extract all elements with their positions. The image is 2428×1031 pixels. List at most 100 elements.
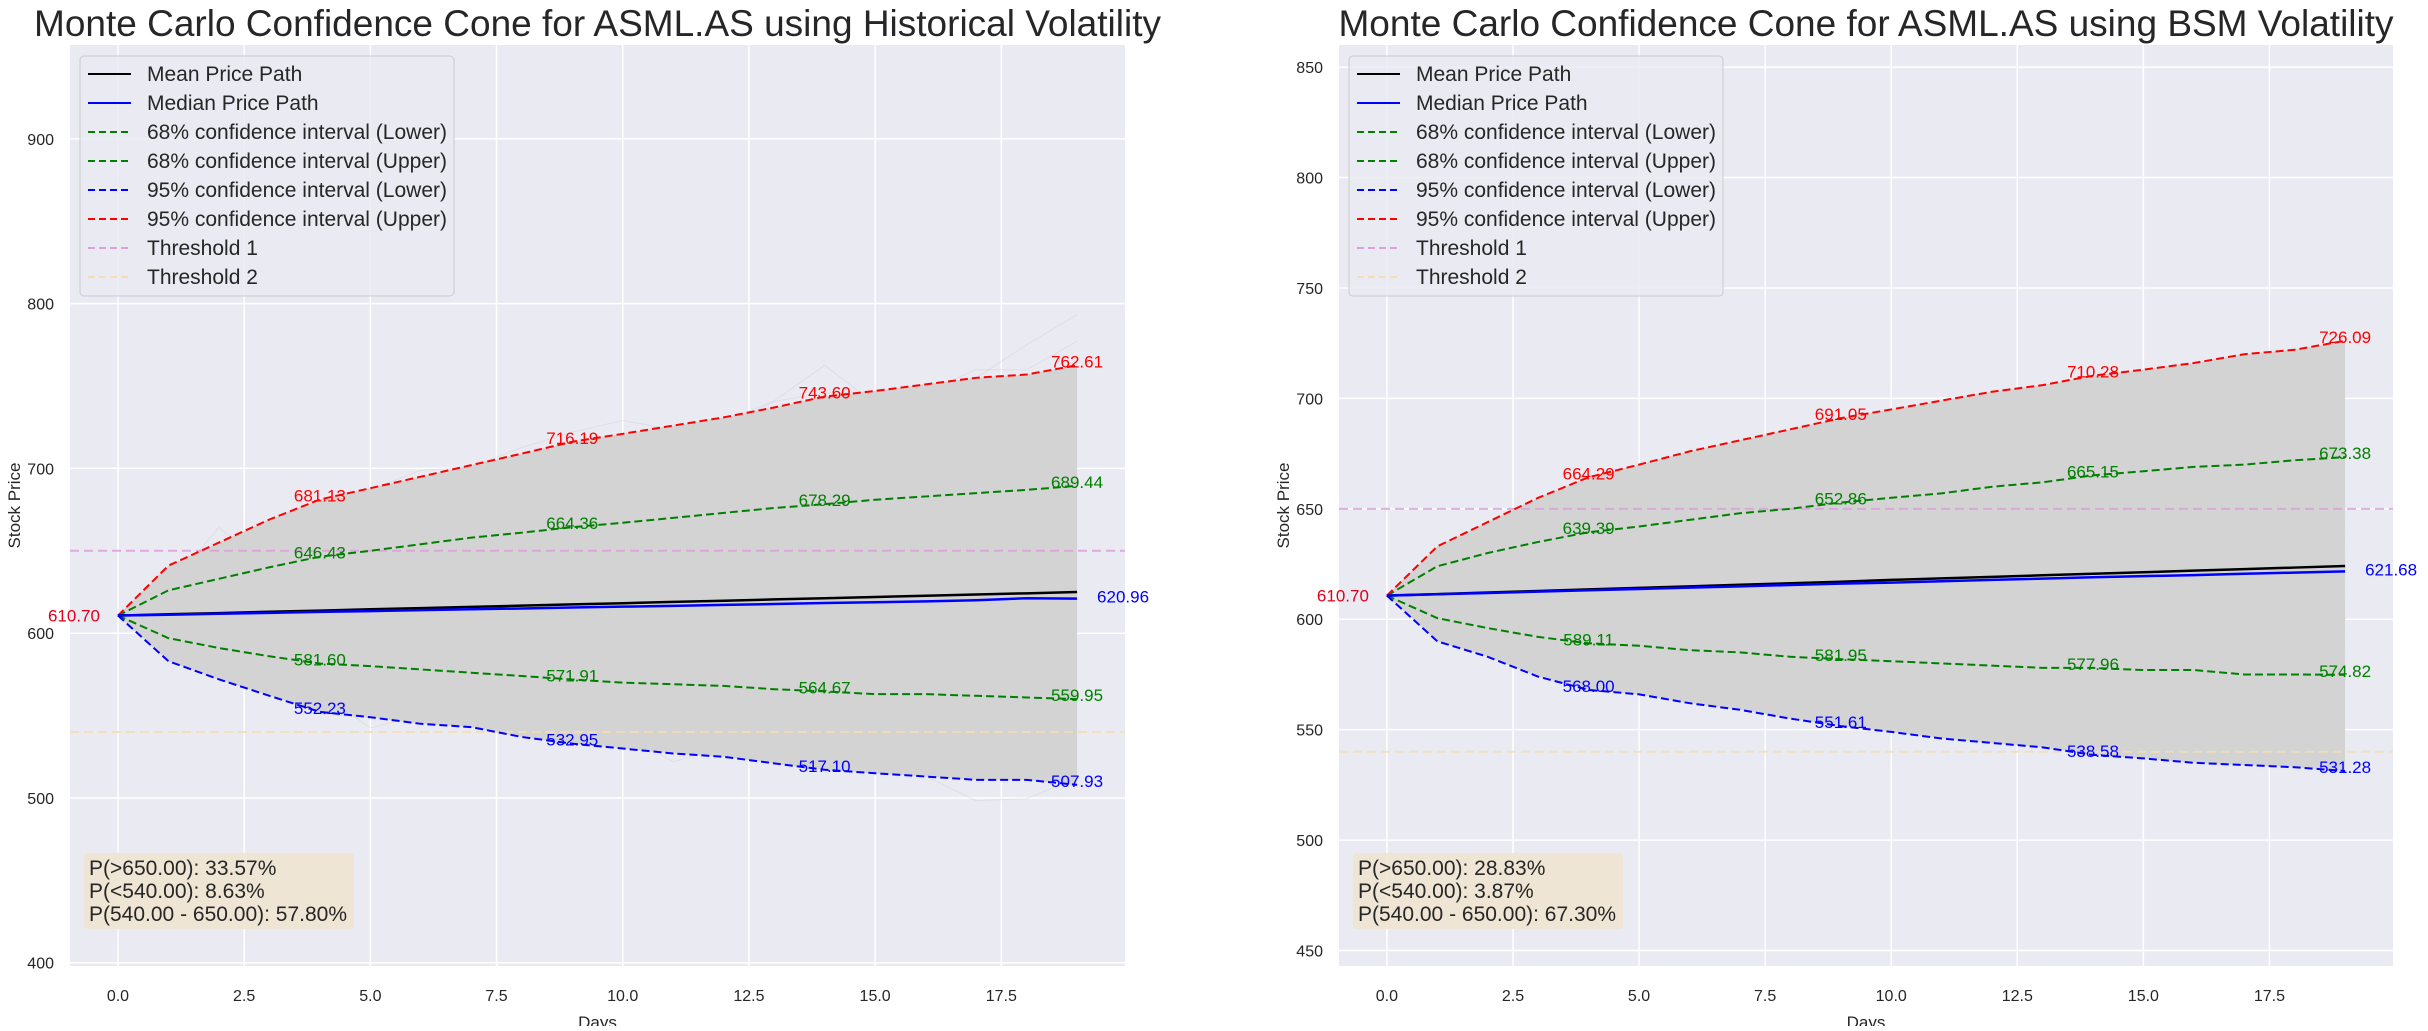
data-label: 743.60: [799, 384, 851, 403]
data-label: 531.28: [2319, 758, 2371, 777]
x-tick-label: 12.5: [2002, 988, 2033, 1005]
x-tick-label: 5.0: [359, 988, 381, 1005]
series-line: [117, 364, 1078, 617]
data-label: 577.96: [2067, 655, 2119, 674]
x-tick-label: 0.0: [107, 988, 129, 1005]
y-tick-label: 500: [27, 791, 54, 808]
legend-label: 68% confidence interval (Lower): [147, 121, 447, 144]
x-tick-label: 17.5: [986, 988, 1017, 1005]
x-tick-label: 0.0: [1376, 988, 1398, 1005]
legend-label: 68% confidence interval (Upper): [147, 150, 447, 173]
probability-text: P(540.00 - 650.00): 67.30%: [1358, 903, 1616, 926]
confidence-cone-fill: [117, 365, 1078, 785]
probability-text: P(>650.00): 33.57%: [89, 857, 276, 880]
probability-text: P(>650.00): 28.83%: [1358, 857, 1545, 880]
y-tick-label: 400: [27, 956, 54, 973]
y-tick-label: 750: [1296, 281, 1323, 298]
series-line: [1386, 594, 2346, 676]
data-label: 559.95: [1051, 686, 1103, 705]
legend-label: 95% confidence interval (Upper): [1416, 208, 1716, 231]
data-label: 762.61: [1051, 352, 1103, 371]
y-tick-label: 650: [1296, 502, 1323, 519]
data-label: 716.19: [546, 429, 598, 448]
legend-label: 68% confidence interval (Lower): [1416, 121, 1716, 144]
data-label: 581.95: [1815, 646, 1867, 665]
probability-text: P(<540.00): 3.87%: [1358, 880, 1534, 903]
x-tick-label: 5.0: [1628, 988, 1650, 1005]
y-tick-label: 900: [27, 132, 54, 149]
data-label: 664.36: [546, 514, 598, 533]
y-tick-label: 700: [27, 461, 54, 478]
data-label: 574.82: [2319, 662, 2371, 681]
confidence-cone-fill: [1386, 340, 2346, 772]
start-price-label: 610.70: [1317, 587, 1369, 606]
probability-box: [84, 853, 354, 929]
data-label: 532.95: [546, 731, 598, 750]
y-tick-label: 600: [1296, 612, 1323, 629]
legend-label: Mean Price Path: [147, 63, 302, 86]
data-label: 681.13: [294, 487, 346, 506]
chart-bsm: 0.0 2.5 5.0 7.5 10.0 12.5 15.0 17.5 450 500 550 600…: [1274, 3, 2417, 1031]
data-label: 507.93: [1051, 772, 1103, 791]
legend-box: [1348, 55, 1724, 297]
x-tick-label: 10.0: [1876, 988, 1907, 1005]
x-tick-label: 2.5: [1502, 988, 1524, 1005]
x-tick-label: 17.5: [2254, 988, 2285, 1005]
series-line: [117, 614, 1078, 786]
data-label: 564.67: [799, 678, 851, 697]
legend-box: [79, 55, 455, 297]
x-axis-label: Days: [578, 1013, 617, 1026]
data-label: 552.23: [294, 699, 346, 718]
data-label: 664.29: [1563, 464, 1615, 483]
x-tick-label: 10.0: [607, 988, 638, 1005]
series-line: [117, 614, 1078, 701]
data-label: 581.60: [294, 651, 346, 670]
y-tick-label: 550: [1296, 723, 1323, 740]
y-tick-label: 700: [1296, 391, 1323, 408]
y-tick-label: 800: [1296, 171, 1323, 188]
data-label: 673.38: [2319, 444, 2371, 463]
data-label: 538.58: [2067, 742, 2119, 761]
legend: Mean Price Path Median Price Path 68% conf…: [79, 55, 455, 297]
data-label: 646.43: [294, 544, 346, 563]
x-tick-label: 12.5: [733, 988, 764, 1005]
data-label: 689.44: [1051, 473, 1103, 492]
legend-label: Threshold 2: [147, 266, 258, 289]
legend: Mean Price Path Median Price Path 68% conf…: [1348, 55, 1724, 297]
chart-historical: 0.0 2.5 5.0 7.5 10.0 12.5 15.0 17.5 400 500 600 700…: [5, 3, 1161, 1031]
y-tick-label: 450: [1296, 944, 1323, 961]
x-tick-label: 7.5: [1754, 988, 1776, 1005]
legend-label: 68% confidence interval (Upper): [1416, 150, 1716, 173]
y-tick-label: 800: [27, 297, 54, 314]
series-line: [1386, 339, 2346, 597]
data-label: 726.09: [2319, 328, 2371, 347]
data-label: 517.10: [799, 757, 851, 776]
end-price-label: 621.68: [2365, 560, 2417, 579]
y-axis-label: Stock Price: [5, 463, 24, 549]
data-label: 652.86: [1815, 489, 1867, 508]
legend-label: 95% confidence interval (Upper): [147, 208, 447, 231]
series-line: [1386, 570, 2346, 597]
legend-label: 95% confidence interval (Lower): [1416, 179, 1716, 202]
legend-label: Threshold 1: [147, 237, 258, 260]
y-tick-label: 500: [1296, 833, 1323, 850]
legend-label: Threshold 2: [1416, 266, 1527, 289]
plot-content: [1339, 339, 2393, 773]
series-line: [117, 597, 1078, 617]
x-tick-label: 2.5: [233, 988, 255, 1005]
chart-title: Monte Carlo Confidence Cone for ASML.AS …: [1338, 3, 2394, 44]
chart-title: Monte Carlo Confidence Cone for ASML.AS …: [34, 3, 1161, 44]
legend-label: 95% confidence interval (Lower): [147, 179, 447, 202]
probability-box: [1353, 853, 1623, 929]
data-label: 551.61: [1815, 713, 1867, 732]
y-axis-label: Stock Price: [1274, 463, 1293, 549]
legend-label: Threshold 1: [1416, 237, 1527, 260]
probability-text: P(540.00 - 650.00): 57.80%: [89, 903, 347, 926]
x-axis-label: Days: [1847, 1013, 1886, 1026]
data-label: 571.91: [546, 666, 598, 685]
start-price-label: 610.70: [48, 607, 100, 626]
data-label: 589.11: [1563, 630, 1614, 649]
y-tick-label: 850: [1296, 60, 1323, 77]
data-label: 639.39: [1563, 519, 1615, 538]
